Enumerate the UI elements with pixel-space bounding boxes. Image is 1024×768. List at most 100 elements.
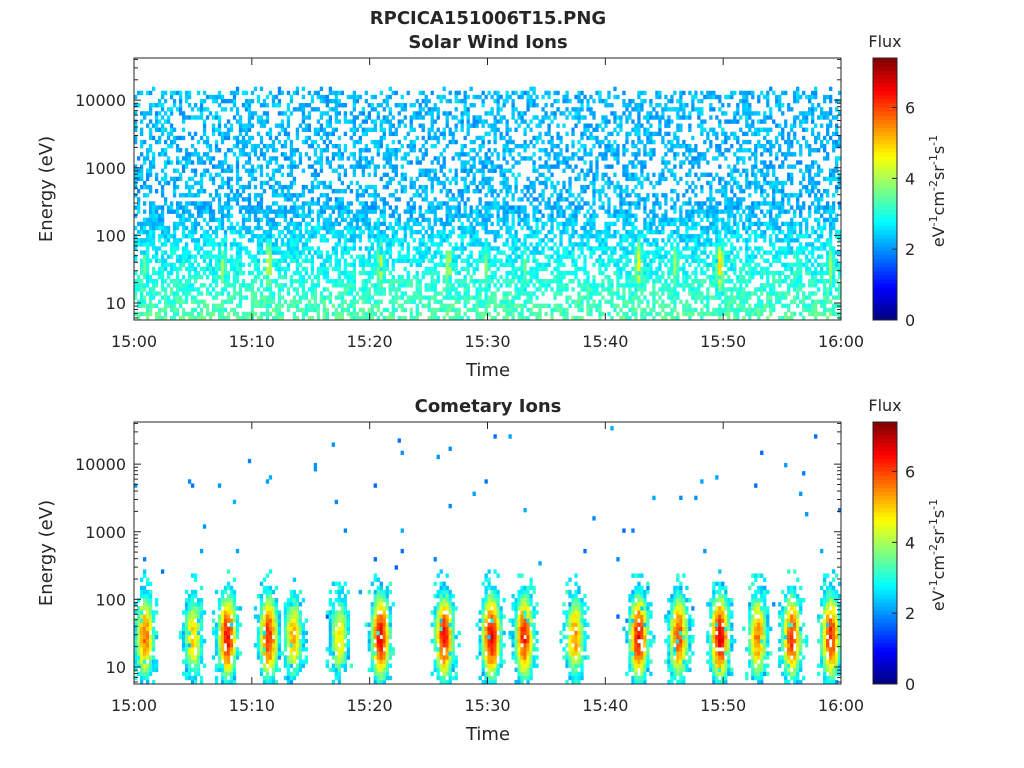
heatmap-cell	[244, 229, 249, 235]
heatmap-cell	[241, 139, 246, 145]
heatmap-cell	[232, 115, 237, 120]
heatmap-cell	[373, 250, 377, 255]
heatmap-cell	[430, 307, 434, 313]
heatmap-cell	[409, 115, 413, 120]
heatmap-cell	[607, 164, 611, 169]
heatmap-cell	[262, 274, 267, 280]
heatmap-cell	[454, 307, 458, 313]
heatmap-cell	[184, 225, 189, 231]
heatmap-cell	[577, 115, 581, 120]
heatmap-cell	[391, 176, 395, 182]
heatmap-cell	[400, 254, 404, 259]
heatmap-cell	[421, 143, 425, 149]
heatmap-cell	[475, 291, 479, 296]
heatmap-cell	[178, 201, 183, 206]
heatmap-cell	[472, 209, 476, 214]
heatmap-cell	[628, 209, 632, 214]
heatmap-cell	[361, 270, 365, 276]
heatmap-cell	[232, 266, 237, 272]
heatmap-cell	[514, 287, 518, 292]
heatmap-cell	[622, 254, 626, 259]
heatmap-cell	[442, 279, 446, 284]
heatmap-cell	[499, 303, 503, 309]
heatmap-cell	[457, 152, 461, 157]
heatmap-cell	[175, 254, 180, 259]
heatmap-cell	[427, 295, 431, 300]
heatmap-cell	[505, 123, 509, 128]
heatmap-cell	[292, 229, 297, 235]
heatmap-cell	[448, 197, 452, 202]
heatmap-cell	[457, 254, 461, 259]
heatmap-cell	[532, 152, 536, 157]
heatmap-cell	[556, 266, 560, 272]
heatmap-cell	[253, 299, 258, 304]
heatmap-cell	[163, 315, 168, 321]
heatmap-cell	[607, 131, 611, 137]
heatmap-cell	[190, 287, 195, 292]
heatmap-cell	[556, 107, 560, 112]
heatmap-cell	[160, 90, 165, 96]
heatmap-cell	[139, 262, 144, 268]
heatmap-cell	[349, 94, 353, 100]
heatmap-cell	[187, 229, 192, 235]
heatmap-cell	[325, 229, 330, 235]
heatmap-cell	[625, 115, 629, 120]
heatmap-cell	[352, 283, 356, 288]
heatmap-cell	[454, 197, 458, 202]
heatmap-cell	[352, 90, 356, 96]
heatmap-cell	[172, 176, 177, 182]
heatmap-cell	[268, 90, 273, 96]
heatmap-cell	[472, 225, 476, 231]
heatmap-cell	[292, 193, 297, 198]
heatmap-cell	[592, 180, 596, 186]
heatmap-cell	[142, 295, 147, 300]
heatmap-cell	[592, 262, 596, 268]
heatmap-cell	[187, 234, 192, 239]
heatmap-cell	[613, 270, 617, 276]
heatmap-cell	[289, 250, 294, 255]
heatmap-cell	[145, 176, 150, 182]
heatmap-cell	[511, 217, 515, 223]
heatmap-cell	[217, 115, 222, 120]
heatmap-cell	[358, 123, 362, 128]
heatmap-cell	[616, 193, 620, 198]
heatmap-cell	[271, 246, 276, 251]
heatmap-cell	[616, 148, 620, 153]
heatmap-cell	[259, 250, 264, 255]
heatmap-cell	[196, 270, 201, 276]
heatmap-cell	[226, 148, 231, 153]
heatmap-cell	[403, 283, 407, 288]
heatmap-cell	[610, 291, 614, 296]
heatmap-cell	[202, 258, 207, 263]
heatmap-cell	[409, 103, 413, 108]
heatmap-cell	[568, 180, 572, 186]
heatmap-cell	[232, 270, 237, 276]
heatmap-cell	[454, 246, 458, 251]
heatmap-cell	[463, 283, 467, 288]
heatmap-cell	[589, 107, 593, 112]
heatmap-cell	[412, 254, 416, 259]
heatmap-cell	[280, 119, 285, 124]
heatmap-cell	[634, 250, 638, 255]
heatmap-cell	[178, 221, 183, 227]
heatmap-cell	[361, 111, 365, 116]
heatmap-cell	[487, 246, 491, 251]
heatmap-cell	[397, 279, 401, 284]
heatmap-cell	[448, 270, 452, 276]
heatmap-cell	[391, 148, 395, 153]
heatmap-cell	[151, 283, 156, 288]
heatmap-cell	[235, 258, 240, 263]
heatmap-cell	[553, 279, 557, 284]
heatmap-cell	[361, 209, 365, 214]
heatmap-cell	[163, 295, 168, 300]
heatmap-cell	[292, 254, 297, 259]
heatmap-cell	[559, 283, 563, 288]
heatmap-cell	[412, 148, 416, 153]
heatmap-cell	[487, 250, 491, 255]
heatmap-cell	[163, 119, 168, 124]
heatmap-cell	[154, 176, 159, 182]
heatmap-cell	[520, 225, 524, 231]
heatmap-cell	[511, 311, 515, 317]
heatmap-cell	[134, 270, 138, 276]
heatmap-cell	[134, 287, 138, 292]
